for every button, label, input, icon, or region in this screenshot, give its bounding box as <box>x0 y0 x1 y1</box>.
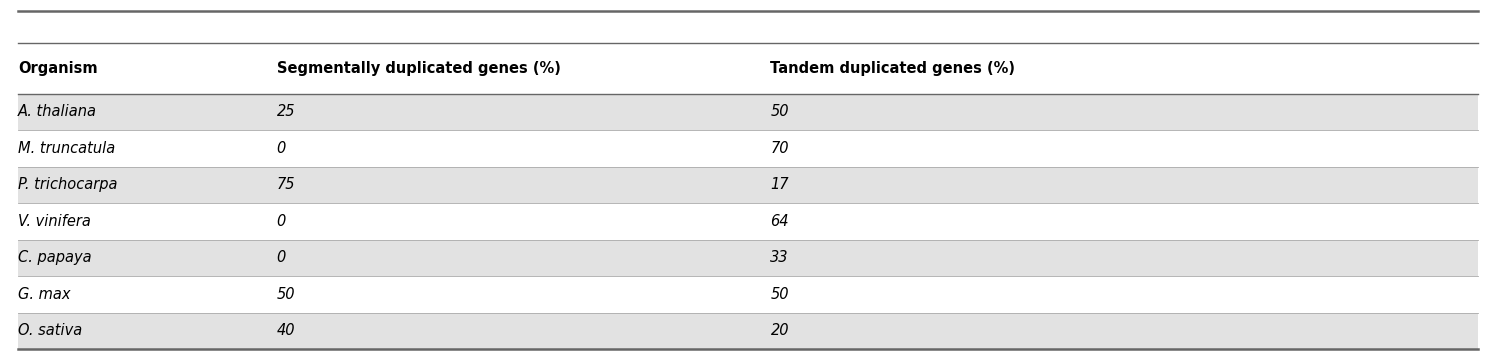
Text: M. truncatula: M. truncatula <box>18 141 115 156</box>
Bar <box>18 94 1478 130</box>
Bar <box>18 203 1478 240</box>
Text: V. vinifera: V. vinifera <box>18 214 91 229</box>
Text: Segmentally duplicated genes (%): Segmentally duplicated genes (%) <box>277 61 561 76</box>
Bar <box>18 240 1478 276</box>
Text: 50: 50 <box>770 104 788 120</box>
Text: 40: 40 <box>277 323 295 338</box>
Text: C. papaya: C. papaya <box>18 251 91 265</box>
Text: 64: 64 <box>770 214 788 229</box>
Text: 0: 0 <box>277 214 286 229</box>
Text: Organism: Organism <box>18 61 97 76</box>
Text: 70: 70 <box>770 141 788 156</box>
Bar <box>18 313 1478 349</box>
Text: 0: 0 <box>277 251 286 265</box>
Text: 50: 50 <box>770 287 788 302</box>
Text: O. sativa: O. sativa <box>18 323 82 338</box>
Text: 25: 25 <box>277 104 295 120</box>
Bar <box>18 130 1478 167</box>
Bar <box>18 43 1478 94</box>
Text: G. max: G. max <box>18 287 70 302</box>
Text: 0: 0 <box>277 141 286 156</box>
Bar <box>18 167 1478 203</box>
Text: 17: 17 <box>770 177 788 192</box>
Text: 20: 20 <box>770 323 788 338</box>
Text: Tandem duplicated genes (%): Tandem duplicated genes (%) <box>770 61 1016 76</box>
Text: 33: 33 <box>770 251 788 265</box>
Text: P. trichocarpa: P. trichocarpa <box>18 177 118 192</box>
Text: 75: 75 <box>277 177 295 192</box>
Text: 50: 50 <box>277 287 295 302</box>
Bar <box>18 276 1478 313</box>
Text: A. thaliana: A. thaliana <box>18 104 97 120</box>
